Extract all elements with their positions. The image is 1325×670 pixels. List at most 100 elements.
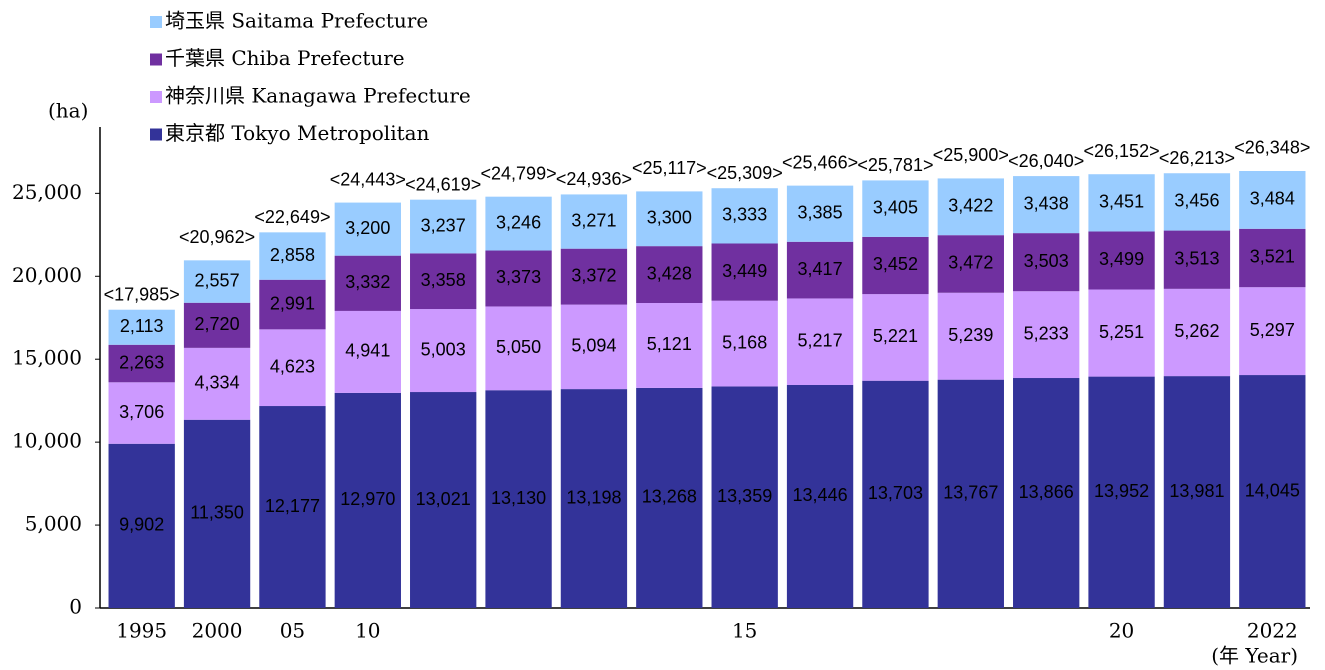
value-label: 14,045 xyxy=(1245,480,1300,500)
x-tick-label: 10 xyxy=(355,619,380,643)
bar-segment xyxy=(862,236,929,295)
legend-label: 埼玉県 Saitama Prefecture xyxy=(165,9,428,33)
value-label: 3,472 xyxy=(948,253,993,273)
value-label: 2,113 xyxy=(120,316,164,336)
bar-segment xyxy=(1239,375,1306,608)
value-label: 13,198 xyxy=(566,487,621,507)
y-tick-label: 5,000 xyxy=(25,512,82,536)
total-label: <24,619> xyxy=(405,174,481,194)
bar-segment xyxy=(1163,230,1231,289)
value-label: 3,449 xyxy=(722,261,767,281)
value-label: 3,428 xyxy=(647,263,692,283)
bar-segment xyxy=(259,232,326,280)
value-label: 3,484 xyxy=(1250,189,1295,209)
bar-segment xyxy=(1088,376,1155,608)
bar-segment xyxy=(183,302,251,348)
value-label: 2,858 xyxy=(270,245,315,265)
value-label: 3,271 xyxy=(571,210,616,230)
value-label: 2,720 xyxy=(195,314,240,334)
bar-segment xyxy=(1163,288,1231,377)
value-label: 5,003 xyxy=(421,339,466,359)
total-label: <20,962> xyxy=(179,227,255,247)
bar-segment xyxy=(786,298,854,385)
bar-segment xyxy=(711,243,778,301)
bar-segment xyxy=(334,202,401,256)
value-label: 5,297 xyxy=(1250,320,1295,340)
bar-segment xyxy=(937,178,1004,236)
value-label: 3,358 xyxy=(421,270,466,290)
y-unit: (ha) xyxy=(48,99,88,123)
total-label: <22,649> xyxy=(254,207,330,227)
bar-segment xyxy=(937,292,1004,380)
value-label: 2,263 xyxy=(119,352,164,372)
value-label: 12,970 xyxy=(340,489,395,509)
bar-segment xyxy=(711,300,778,387)
bar-segment xyxy=(1013,233,1080,292)
bar-segment xyxy=(1088,289,1155,377)
total-label: <24,799> xyxy=(481,163,557,183)
value-label: 9,902 xyxy=(119,515,164,535)
value-label: 13,866 xyxy=(1019,482,1074,502)
bar-segment xyxy=(108,309,175,345)
value-label: 3,372 xyxy=(571,265,616,285)
bar-segment xyxy=(937,379,1004,608)
bar-segment xyxy=(862,180,929,237)
value-label: 3,422 xyxy=(948,196,993,216)
value-label: 3,513 xyxy=(1174,248,1219,268)
x-tick-label: 05 xyxy=(280,619,305,643)
value-label: 3,332 xyxy=(345,272,390,292)
bar-segment xyxy=(862,380,929,608)
value-label: 5,262 xyxy=(1174,321,1219,341)
value-label: 13,021 xyxy=(416,489,471,509)
legend-swatch xyxy=(150,16,162,28)
total-label: <26,348> xyxy=(1234,138,1310,158)
y-tick-label: 0 xyxy=(69,595,82,619)
value-label: 3,503 xyxy=(1024,251,1069,271)
value-label: 4,941 xyxy=(345,341,390,361)
y-tick-label: 10,000 xyxy=(12,429,82,453)
bar-segment xyxy=(259,406,326,608)
bar-segment xyxy=(1163,173,1231,231)
legend-swatch xyxy=(150,91,162,103)
legend-label: 東京都 Tokyo Metropolitan xyxy=(165,121,430,145)
value-label: 13,703 xyxy=(868,483,923,503)
bar-segment xyxy=(711,386,778,608)
value-label: 5,251 xyxy=(1099,322,1144,342)
value-label: 4,334 xyxy=(195,373,240,393)
value-label: 5,239 xyxy=(948,325,993,345)
bar-segment xyxy=(636,387,703,608)
bar-segment xyxy=(786,185,854,242)
total-label: <25,309> xyxy=(707,163,783,183)
value-label: 3,237 xyxy=(421,215,466,235)
total-label: <17,985> xyxy=(104,284,180,304)
total-label: <24,936> xyxy=(556,169,632,189)
bar-segment xyxy=(334,310,401,393)
bar-segment xyxy=(485,250,552,307)
value-label: 3,499 xyxy=(1099,249,1144,269)
bar-segment xyxy=(862,294,929,381)
legend-label: 千葉県 Chiba Prefecture xyxy=(165,46,405,70)
value-label: 3,417 xyxy=(798,259,843,279)
bar-segment xyxy=(485,306,552,391)
value-label: 5,217 xyxy=(798,330,843,350)
bar-segment xyxy=(636,302,703,388)
value-label: 3,300 xyxy=(647,208,692,228)
x-tick-label: 2022 xyxy=(1247,619,1298,643)
x-tick-label: 20 xyxy=(1109,619,1134,643)
value-label: 13,359 xyxy=(717,486,772,506)
total-label: <25,900> xyxy=(933,145,1009,165)
value-label: 13,130 xyxy=(491,488,546,508)
value-label: 3,333 xyxy=(722,205,767,225)
x-tick-label: 2000 xyxy=(192,619,243,643)
value-label: 13,767 xyxy=(943,483,998,503)
bar-segment xyxy=(1013,176,1080,234)
legend-swatch xyxy=(150,128,162,141)
bar-segment xyxy=(410,253,477,310)
value-label: 5,221 xyxy=(873,326,918,346)
value-label: 4,623 xyxy=(270,356,315,376)
bar-segment xyxy=(334,255,401,311)
value-label: 12,177 xyxy=(265,496,320,516)
bar-segment xyxy=(410,199,477,254)
bar-segment xyxy=(711,188,778,244)
